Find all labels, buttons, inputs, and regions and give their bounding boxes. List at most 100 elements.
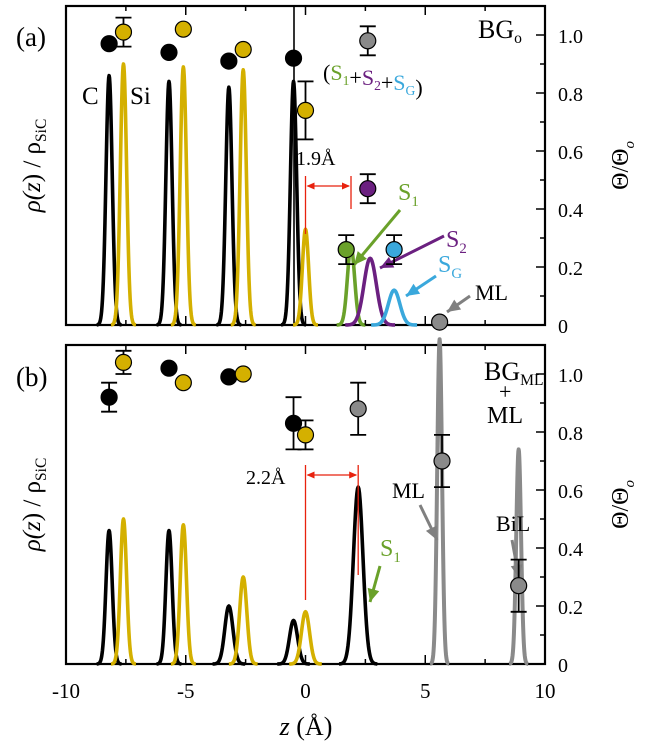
point-a-Si-6 [234,40,252,59]
ytick-label-b: 0.8 [558,423,583,445]
ytick-label-a: 0.4 [558,200,583,222]
xtick-label: 5 [420,679,431,703]
label-S1-b: S1 [380,536,401,566]
arrow-ML-b-head [425,525,437,540]
ytick-label-a: 1.0 [558,26,583,48]
peak-b-C-1 [155,528,183,666]
point-a-S1-10 [337,241,355,259]
ytick-label-b: 0 [558,655,568,677]
point-a-Si-4 [114,23,133,41]
panel-b: (b) BGML + ML 2.2Å S1 ML BiL [16,337,547,666]
peak-b-Si-8 [287,610,324,666]
label-ML-a: ML [475,280,508,305]
ytick-label-b: 0.6 [558,481,583,503]
point-a-C-2 [220,52,238,70]
point-b-C-0 [100,388,118,406]
peak-b-gray-10 [507,447,530,666]
distance-arrowhead-right-a [342,182,351,190]
point-a-C-3 [284,49,303,67]
label-SG: SG [438,252,462,282]
ytick-label-b: 0.2 [558,597,583,619]
label-ML-b: ML [392,478,425,503]
peak-b-Si-6 [169,523,198,666]
panel-a-title-main: BGo [478,15,522,47]
peak-a-Si-6 [229,68,258,327]
peak-a-S2-9 [344,256,397,327]
distance-arrowhead-left-a [306,182,315,190]
point-b-Si-6 [234,365,252,383]
point-a-S2-9 [359,180,377,198]
peak-a-Si-4 [109,62,138,327]
label-C: C [82,83,99,110]
panel-b-title: BGML [484,357,544,389]
point-a-Si-7 [296,101,315,120]
xlabel: z (Å) [279,712,333,741]
distance-label-a: 1.9Å [296,148,336,170]
panel-b-title-main: BGML [484,357,544,389]
panel-a-title: BGo [478,15,522,47]
point-b-gray-9 [433,452,451,470]
panel-b-title-plus: + [499,379,511,404]
peak-b-C-0 [95,528,123,666]
xtick-label: -5 [177,679,195,703]
label-BiL: BiL [496,511,530,536]
point-b-Si-7 [296,426,315,444]
peak-a-C-1 [155,79,183,327]
point-b-C-2 [220,368,238,386]
peak-b-C-3 [275,618,312,666]
arrow-S2-head [380,256,395,268]
peak-a-Si-5 [169,65,198,327]
panel-b-label: (b) [16,362,47,392]
arrow-ML-a-head [447,299,462,312]
panel-a-label: (a) [16,22,46,52]
point-b-gray-8 [349,400,367,418]
point-a-gray-8 [359,32,377,50]
label-S1-a: S1 [398,180,419,210]
point-b-C-1 [160,359,178,377]
ylabel-right-a: Θ/Θo [608,141,638,190]
arrow-S1-b-head [367,587,380,602]
peak-b-Si-7 [227,575,259,666]
ytick-label-a: 0.2 [558,258,583,280]
point-a-SG-11 [385,241,403,259]
point-a-C-0 [100,35,118,53]
peak-a-C-3 [279,79,308,327]
ylabel-left-b: ρ(z) / ρSiC [19,458,50,553]
ylabel-left-a: ρ(z) / ρSiC [19,119,50,214]
distance-arrowhead-right-b [349,471,358,479]
peak-a-C-2 [215,85,243,327]
peak-a-C-0 [95,73,123,327]
ytick-label-b: 1.0 [558,365,583,387]
point-b-gray-10 [510,577,528,595]
arrow-BiL-head [510,564,523,578]
peak-b-Si-5 [109,517,138,666]
arrow-SG-head [406,283,421,296]
label-Si: Si [130,83,151,110]
peak-a-SG-10 [370,288,419,327]
point-b-Si-4 [114,353,133,371]
peak-b-C-2 [211,604,247,666]
point-b-C-3 [284,414,303,432]
peak-b-gray-9 [428,337,451,666]
distance-arrowhead-left-b [306,471,315,479]
sum-label: (S1+S2+SG) [323,60,423,100]
arrow-S1-a-head [354,251,367,265]
ytick-label-a: 0.6 [558,142,583,164]
xtick-label: -10 [52,679,80,703]
panel-b-title-ml: ML [487,403,523,429]
ylabel-right-b: Θ/Θo [608,480,638,529]
point-a-Si-5 [174,20,192,38]
point-a-C-1 [160,43,178,62]
xtick-label: 0 [300,679,311,703]
xtick-label: 10 [535,679,556,703]
point-a-gray-12 [431,313,449,331]
ytick-label-b: 0.4 [558,539,583,561]
ytick-label-a: 0 [558,316,568,338]
point-b-Si-5 [174,374,192,392]
label-S2: S2 [446,227,467,257]
panel-a: (a) BGo C Si (S1+S2+SG) 1.9Å S1 S2 SG ML [16,4,547,331]
x-axis-title: z (Å) [279,712,333,741]
ytick-label-a: 0.8 [558,84,583,106]
distance-label-b: 2.2Å [246,467,286,489]
